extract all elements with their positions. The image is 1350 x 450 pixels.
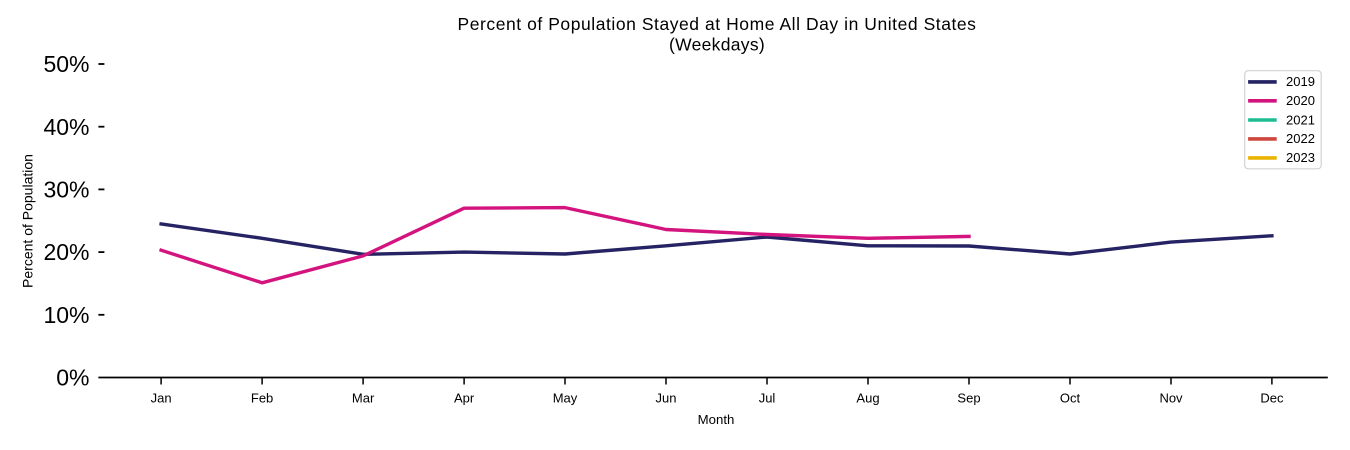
svg-text:Aug: Aug: [856, 390, 879, 405]
svg-text:Percent of Population Stayed a: Percent of Population Stayed at Home All…: [458, 14, 977, 34]
svg-text:2022: 2022: [1286, 131, 1315, 146]
svg-text:2019: 2019: [1286, 74, 1315, 89]
svg-text:Apr: Apr: [454, 390, 475, 405]
svg-text:Oct: Oct: [1060, 390, 1081, 405]
svg-text:0%: 0%: [56, 365, 89, 391]
svg-text:40%: 40%: [43, 114, 89, 140]
svg-text:2021: 2021: [1286, 112, 1315, 127]
svg-text:Sep: Sep: [957, 390, 980, 405]
svg-text:2023: 2023: [1286, 150, 1315, 165]
svg-text:2020: 2020: [1286, 93, 1315, 108]
svg-text:Month: Month: [698, 412, 735, 427]
svg-text:Nov: Nov: [1159, 390, 1183, 405]
svg-text:(Weekdays): (Weekdays): [669, 35, 765, 55]
svg-text:Percent of Population: Percent of Population: [20, 154, 36, 288]
svg-text:Jul: Jul: [759, 390, 776, 405]
svg-text:50%: 50%: [43, 51, 89, 77]
svg-text:May: May: [553, 390, 578, 405]
svg-text:20%: 20%: [43, 239, 89, 265]
svg-text:Jun: Jun: [656, 390, 677, 405]
svg-text:Jan: Jan: [151, 390, 172, 405]
svg-text:Feb: Feb: [251, 390, 273, 405]
svg-text:10%: 10%: [43, 302, 89, 328]
svg-text:Dec: Dec: [1260, 390, 1284, 405]
svg-text:30%: 30%: [43, 177, 89, 203]
svg-text:Mar: Mar: [352, 390, 375, 405]
